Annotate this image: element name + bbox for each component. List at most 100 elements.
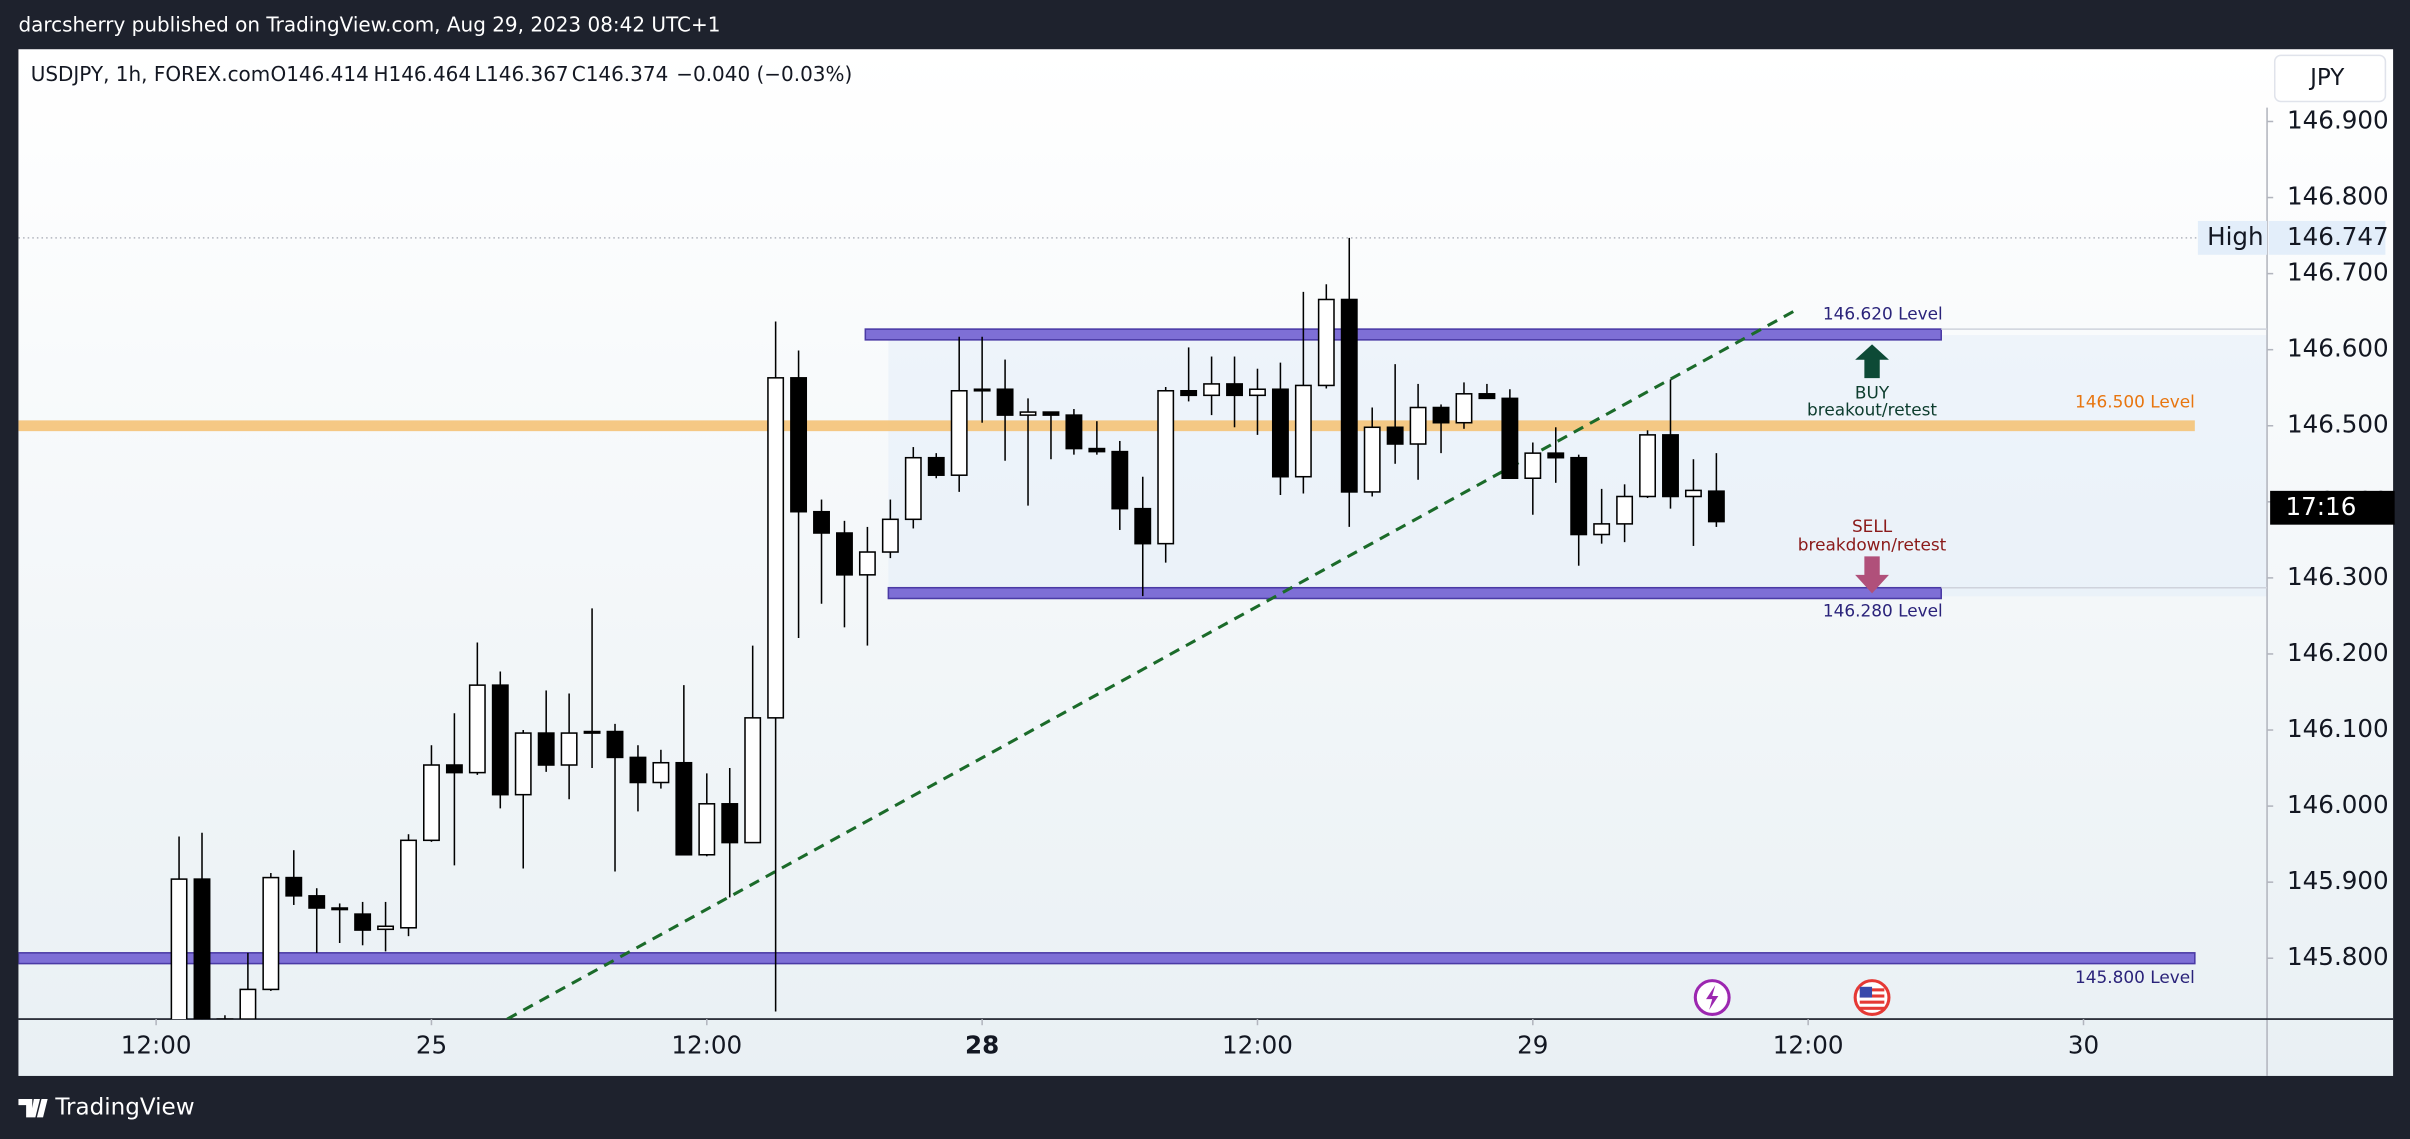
candle-body (1340, 298, 1358, 493)
candle-body (1294, 384, 1312, 478)
brand: TradingView (54, 1095, 194, 1121)
x-tick-label: 12:00 (1773, 1031, 1844, 1060)
high-tag-label: High (2207, 222, 2264, 251)
buy-label: BUY (1855, 383, 1890, 403)
candle-body (1042, 411, 1060, 416)
candle-body (1524, 452, 1542, 480)
candle-body (560, 732, 578, 766)
candle-body (1134, 507, 1152, 545)
candle-body (1478, 393, 1496, 400)
candle-body (1616, 495, 1634, 525)
candle-body (354, 913, 372, 931)
candle-body (1662, 434, 1679, 498)
high-price-tag (2268, 220, 2386, 255)
candle-body (468, 684, 486, 774)
x-tick-label: 12:00 (1222, 1031, 1293, 1060)
candle-body (377, 925, 395, 931)
candle-body (1547, 452, 1565, 459)
candle-body (904, 456, 922, 521)
candle-body (1226, 383, 1243, 397)
candle-body (1639, 434, 1656, 498)
candle-body (331, 907, 349, 911)
candle-body (927, 456, 945, 476)
candle-body (400, 839, 417, 929)
candle-body (514, 732, 532, 796)
legend-high: H146.464 (373, 62, 471, 86)
overlay: 145.800 145.900 146.000 146.100 146.200 146.3… (121, 105, 2395, 1060)
level-band (887, 586, 1942, 600)
candle-body (675, 761, 693, 856)
x-tick-label: 12:00 (121, 1031, 192, 1060)
candle-body (1249, 388, 1266, 397)
countdown: 17:16 (2286, 492, 2357, 521)
candle-body (996, 388, 1014, 416)
logo (18, 1098, 48, 1118)
candle-body (285, 876, 303, 897)
legend-close: C146.374 (572, 62, 669, 86)
level-label: 146.500 Level (2075, 392, 2195, 412)
y-tick-label: 146.100 (2287, 714, 2389, 743)
candle-body (721, 803, 739, 844)
y-tick-label: 146.300 (2287, 562, 2389, 591)
level-label: 146.620 Level (1823, 303, 1943, 323)
legend-symbol: USDJPY, 1h, FOREX.com (31, 62, 270, 86)
x-tick-label: 12:00 (671, 1031, 742, 1060)
candle-body (583, 730, 601, 734)
candle-body (836, 532, 853, 576)
candle-body (262, 876, 280, 991)
y-tick-label: 145.800 (2287, 942, 2389, 971)
sell-note: breakdown/retest (1798, 535, 1947, 555)
candle-body (1203, 383, 1221, 397)
candle-body (1317, 298, 1335, 387)
x-tick-label: 28 (965, 1031, 999, 1060)
candle-body (1409, 406, 1427, 445)
candle-body (491, 684, 509, 796)
currency-button[interactable] (2273, 54, 2387, 103)
candle-body (1157, 389, 1175, 545)
currency-label[interactable]: JPY (2308, 65, 2345, 91)
plot (18, 237, 2268, 1020)
publisher: darcsherry published on TradingView.com,… (18, 13, 720, 37)
level-band (18, 420, 2195, 432)
candle-body (1455, 393, 1473, 424)
legend-open: O146.414 (271, 62, 369, 86)
candle-body (1570, 456, 1588, 536)
candle-body (537, 732, 555, 766)
candle-body (445, 764, 463, 774)
candle-body (1271, 388, 1289, 478)
candle-body (606, 730, 624, 759)
buy-note: breakout/retest (1807, 399, 1937, 419)
y-tick-label: 146.700 (2287, 258, 2389, 287)
candle-body (698, 803, 716, 856)
candle-body (1088, 447, 1106, 453)
candle-body (308, 895, 326, 909)
candle-body (1019, 411, 1037, 416)
candle-body (1386, 426, 1404, 445)
high-price-label: 146.747 (2287, 222, 2389, 251)
y-tick-label: 145.900 (2287, 866, 2389, 895)
last-price-tag (2270, 490, 2395, 525)
candle-body (1111, 450, 1129, 510)
sell-label: SELL (1852, 516, 1893, 536)
x-tick-label: 29 (1517, 1031, 1548, 1060)
y-tick-label: 146.000 (2287, 790, 2389, 819)
legend-change: −0.040 (−0.03%) (676, 62, 852, 86)
candle-body (881, 518, 899, 553)
y-tick-label: 146.800 (2287, 182, 2389, 211)
candle-body (423, 764, 440, 842)
trend-line (506, 309, 1796, 1020)
candle-body (193, 878, 211, 1020)
x-tick-label: 25 (416, 1031, 447, 1060)
high-tag (2197, 220, 2268, 255)
candle-body (629, 756, 647, 784)
level-band (18, 952, 2196, 965)
level-label: 145.800 Level (2075, 967, 2195, 987)
flag-icon[interactable] (1853, 979, 1891, 1016)
candle-body (1707, 490, 1725, 523)
buy-arrow (1855, 344, 1889, 379)
candle-body (239, 988, 257, 1020)
event-icon[interactable] (1693, 979, 1731, 1016)
candle-body (744, 717, 762, 844)
candle-body (858, 551, 876, 576)
